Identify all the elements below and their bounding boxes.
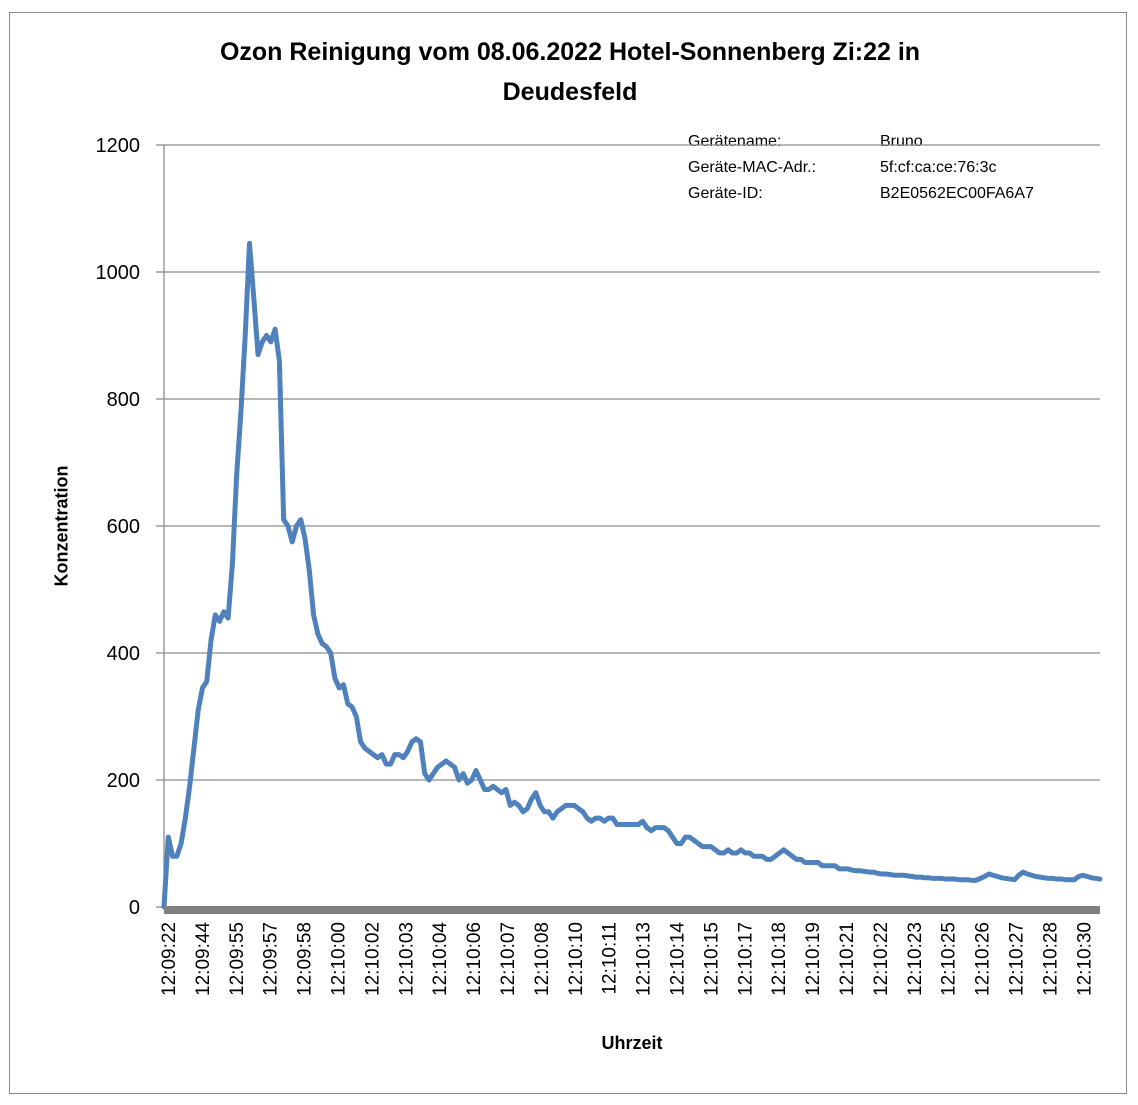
y-tick-label: 400 [107, 643, 140, 665]
x-tick-label: 12:10:26 [973, 922, 994, 996]
y-tick-label: 1200 [96, 135, 141, 157]
x-tick-label: 12:10:23 [905, 922, 926, 996]
x-tick-label: 12:10:07 [498, 922, 519, 996]
x-tick-label: 12:10:08 [532, 922, 553, 996]
x-tick-label: 12:09:44 [193, 922, 214, 996]
x-tick-label: 12:10:00 [329, 922, 350, 996]
device-mac-value: 5f:cf:ca:ce:76:3c [880, 159, 997, 176]
y-tick-label: 0 [129, 897, 140, 919]
x-tick-label: 12:09:57 [261, 922, 282, 996]
x-tick-label: 12:10:11 [600, 922, 621, 995]
y-tick-label: 800 [107, 389, 140, 411]
x-axis-label: Uhrzeit [601, 1033, 663, 1053]
x-tick-label: 12:10:27 [1007, 922, 1028, 996]
device-id-key: Geräte-ID: [688, 185, 763, 202]
x-tick-label: 12:10:19 [803, 922, 824, 996]
x-tick-label: 12:10:28 [1040, 922, 1061, 996]
x-tick-label: 12:10:18 [769, 922, 790, 996]
x-tick-label: 12:10:14 [668, 922, 689, 996]
y-tick-label: 200 [107, 770, 140, 792]
x-tick-label: 12:09:58 [295, 922, 316, 996]
x-tick-label: 12:10:03 [396, 922, 417, 996]
x-tick-label: 12:10:04 [430, 922, 451, 996]
device-mac-key: Geräte-MAC-Adr.: [688, 159, 817, 176]
y-tick-label: 600 [107, 516, 140, 538]
device-id-value: B2E0562EC00FA6A7 [880, 185, 1034, 202]
x-tick-label: 12:10:25 [939, 922, 960, 996]
device-name-value: Bruno [880, 133, 923, 150]
x-tick-label: 12:09:55 [227, 922, 248, 996]
chart-title-line-2: Deudesfeld [502, 78, 638, 106]
x-tick-label: 12:10:22 [871, 922, 892, 996]
x-tick-label: 12:10:10 [566, 922, 587, 996]
x-tick-label: 12:10:30 [1074, 922, 1095, 996]
series-line [161, 240, 1103, 910]
y-tick-label: 1000 [96, 262, 141, 284]
x-tick-label: 12:10:15 [701, 922, 722, 996]
x-tick-label: 12:10:21 [837, 922, 858, 996]
x-tick-label: 12:10:17 [735, 922, 756, 996]
x-tick-label: 12:09:22 [159, 922, 180, 996]
x-tick-label: 12:10:06 [464, 922, 485, 996]
device-name-key: Gerätename: [688, 133, 782, 150]
x-tick-label: 12:10:13 [634, 922, 655, 996]
x-tick-label: 12:10:02 [362, 922, 383, 996]
chart-title-line-1: Ozon Reinigung vom 08.06.2022 Hotel-Sonn… [219, 38, 921, 66]
